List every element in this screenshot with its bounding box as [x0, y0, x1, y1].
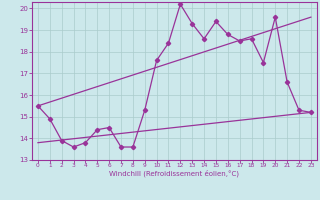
X-axis label: Windchill (Refroidissement éolien,°C): Windchill (Refroidissement éolien,°C)	[109, 170, 239, 177]
